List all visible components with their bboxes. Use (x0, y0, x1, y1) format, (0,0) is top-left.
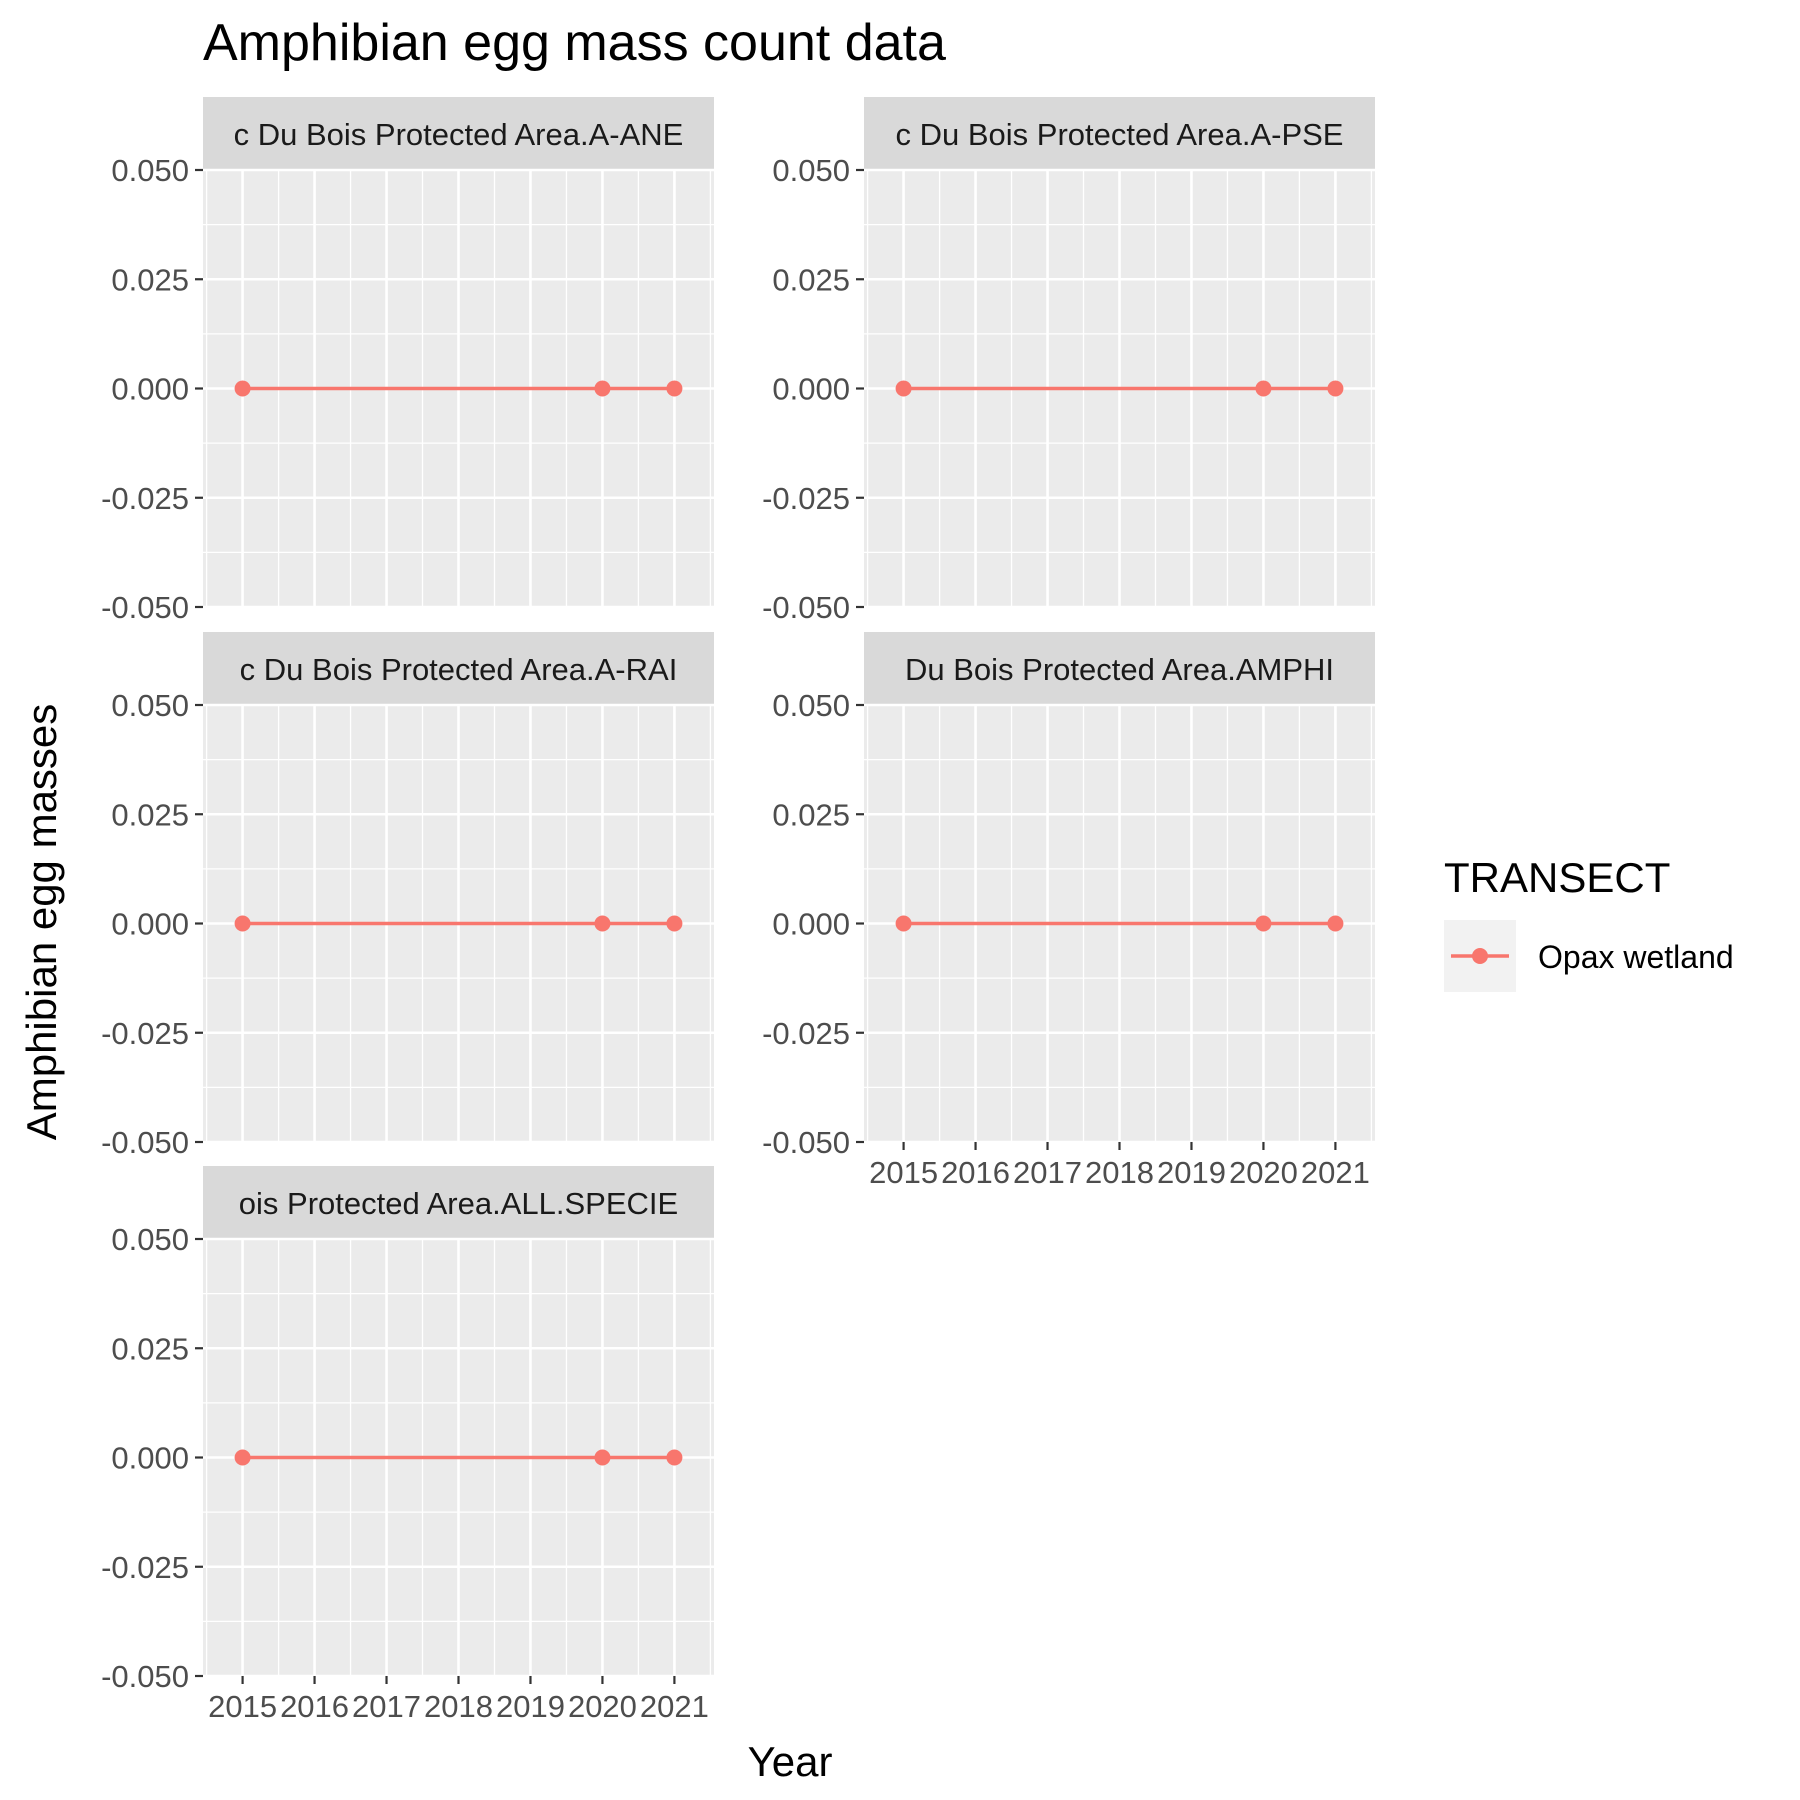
x-tick-label: 2017 (1013, 1155, 1082, 1190)
data-point (594, 380, 611, 397)
data-point (234, 915, 251, 932)
data-point (1255, 915, 1272, 932)
x-tick-label: 2021 (640, 1689, 709, 1724)
y-tick-label: 0.000 (772, 907, 850, 942)
y-tick-label: -0.025 (762, 481, 850, 516)
facet-panel: ois Protected Area.ALL.SPECIE 0.050 0.025 0… (101, 1166, 714, 1724)
y-tick-label: 0.050 (772, 688, 850, 723)
y-tick-label: -0.050 (101, 1659, 189, 1694)
data-point (895, 915, 912, 932)
x-tick-label: 2016 (280, 1689, 349, 1724)
data-point (666, 380, 683, 397)
y-tick-label: -0.025 (762, 1016, 850, 1051)
facet-strip (203, 632, 714, 705)
y-tick-label: 0.025 (772, 262, 850, 297)
data-point (666, 1449, 683, 1466)
facet-strip (203, 97, 714, 170)
y-tick-label: -0.025 (101, 481, 189, 516)
x-axis-title: Year (748, 1738, 833, 1785)
facet-panel: Du Bois Protected Area.AMPHI 0.050 0.025 0.… (762, 632, 1375, 1190)
facet-strip-label: c Du Bois Protected Area.A-RAI (240, 652, 678, 687)
data-point (895, 380, 912, 397)
x-tick-label: 2020 (568, 1689, 637, 1724)
y-tick-label: 0.025 (111, 1331, 189, 1366)
facet-panel: c Du Bois Protected Area.A-PSE 0.050 0.025… (762, 97, 1375, 625)
legend-key-point (1472, 948, 1488, 964)
y-tick-label: 0.050 (111, 153, 189, 188)
y-tick-label: 0.000 (111, 372, 189, 407)
facet-strip (203, 1166, 714, 1239)
facet-strip-label: ois Protected Area.ALL.SPECIE (239, 1186, 678, 1221)
data-point (666, 915, 683, 932)
legend: TRANSECT Opax wetland (1444, 854, 1734, 992)
facet-strip-label: c Du Bois Protected Area.A-PSE (896, 117, 1344, 152)
data-point (594, 1449, 611, 1466)
facet-panels: c Du Bois Protected Area.A-ANE 0.050 0.025… (101, 97, 1375, 1724)
legend-title: TRANSECT (1444, 854, 1670, 901)
facet-panel: c Du Bois Protected Area.A-ANE 0.050 0.025… (101, 97, 714, 625)
x-tick-label: 2017 (352, 1689, 421, 1724)
x-tick-label: 2016 (941, 1155, 1010, 1190)
y-tick-label: 0.025 (111, 262, 189, 297)
facet-strip (864, 97, 1375, 170)
facet-panel: c Du Bois Protected Area.A-RAI 0.050 0.025… (101, 632, 714, 1160)
y-tick-label: 0.025 (772, 797, 850, 832)
data-point (594, 915, 611, 932)
x-tick-label: 2019 (1157, 1155, 1226, 1190)
x-tick-label: 2019 (496, 1689, 565, 1724)
x-tick-label: 2021 (1301, 1155, 1370, 1190)
facet-strip-label: Du Bois Protected Area.AMPHI (905, 652, 1334, 687)
x-tick-label: 2015 (208, 1689, 277, 1724)
facet-strip-label: c Du Bois Protected Area.A-ANE (234, 117, 684, 152)
x-tick-label: 2018 (424, 1689, 493, 1724)
x-tick-label: 2020 (1229, 1155, 1298, 1190)
facet-strip (864, 632, 1375, 705)
y-tick-label: -0.050 (101, 590, 189, 625)
y-tick-label: 0.050 (772, 153, 850, 188)
y-tick-label: -0.050 (762, 590, 850, 625)
y-tick-label: 0.050 (111, 688, 189, 723)
y-tick-label: 0.000 (111, 907, 189, 942)
data-point (1327, 380, 1344, 397)
legend-label-opax-wetland: Opax wetland (1538, 939, 1734, 975)
y-tick-label: -0.025 (101, 1016, 189, 1051)
chart-title: Amphibian egg mass count data (203, 14, 946, 72)
x-tick-label: 2018 (1085, 1155, 1154, 1190)
y-tick-label: -0.050 (762, 1125, 850, 1160)
x-tick-label: 2015 (869, 1155, 938, 1190)
y-tick-label: 0.050 (111, 1222, 189, 1257)
y-tick-label: 0.025 (111, 797, 189, 832)
data-point (1255, 380, 1272, 397)
data-point (1327, 915, 1344, 932)
y-tick-label: 0.000 (772, 372, 850, 407)
y-tick-label: -0.025 (101, 1550, 189, 1585)
data-point (234, 380, 251, 397)
y-tick-label: 0.000 (111, 1441, 189, 1476)
data-point (234, 1449, 251, 1466)
y-axis-title: Amphibian egg masses (18, 704, 65, 1141)
y-tick-label: -0.050 (101, 1125, 189, 1160)
